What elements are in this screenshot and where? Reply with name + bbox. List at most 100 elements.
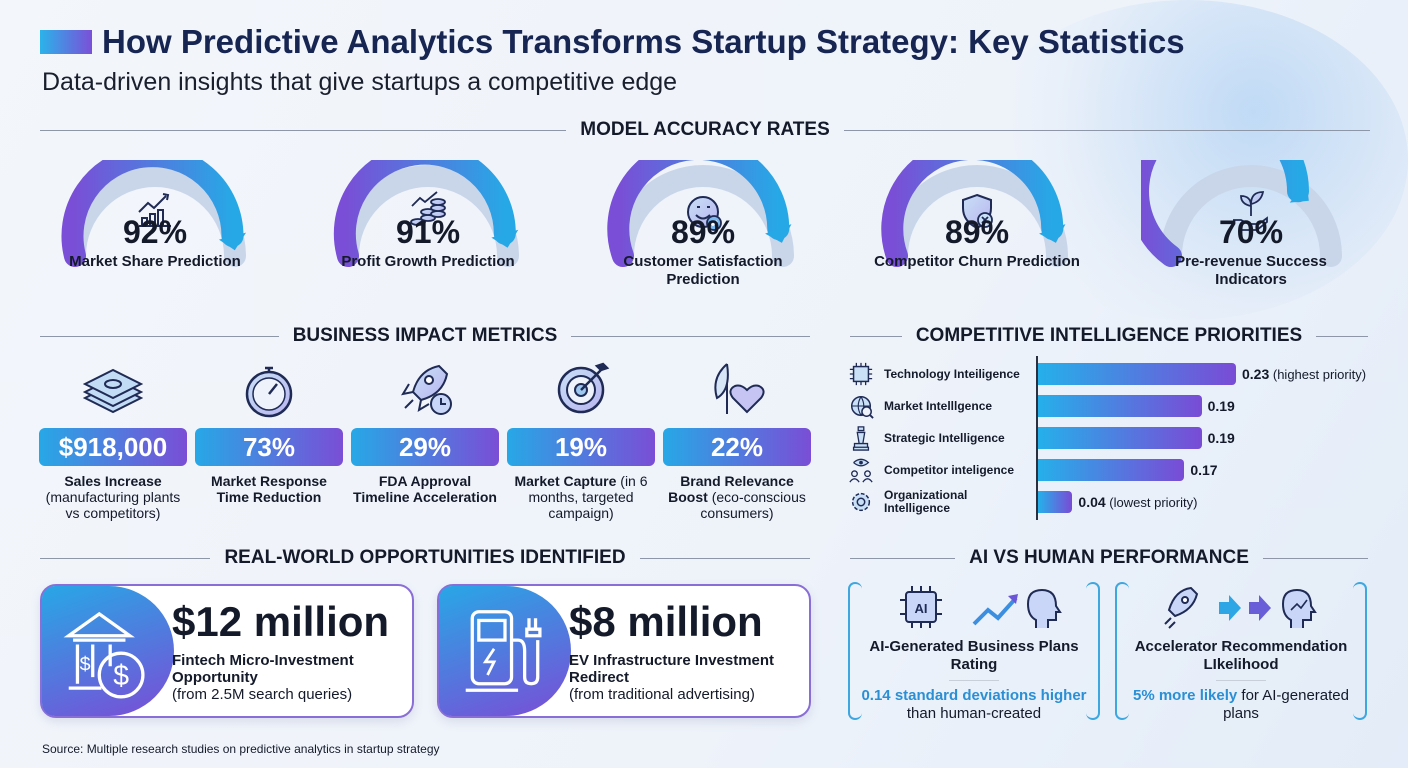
- accuracy-value: 89%: [944, 214, 1010, 250]
- metric-title: Market Response Time Reduction: [211, 473, 327, 505]
- metric-value-badge: $918,000: [39, 428, 187, 466]
- section-heading-ai-vs-human: AI VS HUMAN PERFORMANCE: [850, 547, 1368, 569]
- section-title: AI VS HUMAN PERFORMANCE: [969, 547, 1249, 568]
- metric-title: Sales Increase: [64, 473, 162, 489]
- bracket-left: [1115, 582, 1129, 720]
- bar-category-label: Market Intelllgence: [884, 398, 993, 413]
- accuracy-gauge: 89% Customer Satisfaction Prediction: [593, 160, 813, 289]
- metric-title: Brand Relevance Boost: [668, 473, 794, 505]
- bar-value: 0.17: [1190, 462, 1218, 478]
- bar-value-label: 0.23 (highest priority): [1242, 366, 1366, 382]
- accuracy-value: 70%: [1218, 214, 1284, 250]
- metric-label: Brand Relevance Boost (eco-conscious con…: [663, 473, 811, 521]
- accuracy-label: Customer Satisfaction Prediction: [623, 253, 783, 288]
- impact-metric: 29% FDA Approval Timeline Acceleration: [351, 360, 499, 505]
- svg-text:$: $: [80, 654, 91, 676]
- bar-value-label: 0.19: [1208, 430, 1235, 446]
- metric-note: (eco-conscious consumers): [700, 489, 806, 521]
- opportunity-note: (from traditional advertising): [569, 686, 755, 703]
- bar: [1038, 427, 1202, 449]
- metric-note: (manufacturing plants vs competitors): [45, 489, 181, 521]
- bar-category: Market Intelllgence: [848, 391, 1034, 421]
- page-title: How Predictive Analytics Transforms Star…: [102, 23, 1185, 60]
- section-title: REAL-WORLD OPPORTUNITIES IDENTIFIED: [224, 547, 626, 568]
- divider: [1216, 680, 1266, 681]
- metric-value-badge: 19%: [507, 428, 655, 466]
- svg-text:$: $: [113, 660, 129, 692]
- bar: [1038, 459, 1185, 481]
- bar-value: 0.19: [1207, 430, 1235, 446]
- globe-search-icon: [850, 395, 874, 419]
- stopwatch-icon: [245, 366, 293, 418]
- opportunity-title: Fintech Micro-Investment Opportunity: [172, 652, 354, 686]
- metric-title: Market Capture: [514, 473, 617, 489]
- metric-label: Market Capture (in 6 months, targeted ca…: [507, 473, 655, 521]
- gauge-track: [1160, 165, 1342, 267]
- chart-title: COMPETITIVE INTELLIGENCE PRIORITIES: [915, 325, 1303, 346]
- gauge-arrow-icon: [1039, 224, 1066, 243]
- comparison-stat: 5% more likely for AI-generated plans: [1115, 687, 1367, 723]
- accuracy-label: Market Share Prediction: [69, 253, 241, 270]
- accuracy-label: Competitor Churn Prediction: [874, 253, 1080, 270]
- section-heading-accuracy: MODEL ACCURACY RATES: [40, 119, 1370, 141]
- accuracy-value: 89%: [670, 214, 736, 250]
- bar-category: Technology Inteiligence: [848, 359, 1034, 389]
- accuracy-gauge: 92% Market Share Prediction: [45, 160, 265, 271]
- comparison-title: AI-Generated Business Plans Rating: [869, 638, 1079, 673]
- metric-title: FDA Approval Timeline Acceleration: [353, 473, 497, 505]
- gauge-fill: [607, 160, 790, 267]
- background-glow: [968, 0, 1408, 320]
- accuracy-label: Profit Growth Prediction: [341, 253, 515, 270]
- bar: [1038, 363, 1236, 385]
- svg-text:AI: AI: [915, 601, 928, 616]
- accuracy-label: Pre-revenue Success Indicators: [1175, 253, 1327, 288]
- bar-category-label: Competitor inteligence: [884, 462, 1015, 477]
- impact-metric: 19% Market Capture (in 6 months, targete…: [507, 360, 655, 521]
- bar-annotation: (highest priority): [1272, 367, 1367, 382]
- metric-label: Sales Increase (manufacturing plants vs …: [39, 473, 187, 521]
- bar-value-label: 0.19: [1208, 398, 1235, 414]
- bar-category: Strategic Intelligence: [848, 423, 1034, 453]
- accuracy-value: 91%: [395, 214, 461, 250]
- bracket-right: [1086, 582, 1100, 720]
- gauge-arc: [61, 160, 247, 267]
- accuracy-gauge: 89% Competitor Churn Prediction: [867, 160, 1087, 271]
- bar-category-label: Strategic Intelligence: [884, 430, 1005, 445]
- bar-category: Organizational Intelligence: [848, 487, 1034, 517]
- divider: [949, 680, 999, 681]
- accuracy-value: 92%: [122, 214, 188, 250]
- opportunity-title: EV Infrastructure Investment Redirect: [569, 652, 775, 686]
- comparison-stat: 0.14 standard deviations higher than hum…: [848, 687, 1100, 723]
- rocket-clock-icon: [400, 364, 452, 415]
- ai-comparison-box: AI AI-Generated Business Plans Rating 0.…: [848, 582, 1100, 723]
- gauge-arrow-icon: [218, 232, 247, 251]
- bar-value: 0.19: [1207, 398, 1235, 414]
- ai-chip-trend-brain-icon: AI: [900, 586, 1062, 628]
- bar-value: 0.04: [1078, 494, 1106, 510]
- bracket-left: [848, 582, 862, 720]
- gear-icon: [851, 492, 871, 512]
- comparison-rest: than human-created: [906, 705, 1042, 722]
- bar-category: Competitor inteligence: [848, 455, 1034, 485]
- impact-metric: 22% Brand Relevance Boost (eco-conscious…: [663, 360, 811, 521]
- section-heading-impact: BUSINESS IMPACT METRICS: [40, 325, 810, 347]
- bracket-right: [1353, 582, 1367, 720]
- gauge-fill: [61, 160, 244, 267]
- gauge-arrow-icon: [491, 229, 519, 248]
- money-stack-icon: [83, 368, 143, 414]
- gauge-arc: [1141, 160, 1342, 267]
- bank-dollar-icon: $$: [63, 611, 145, 699]
- metric-note: (in 6 months, targeted campaign): [528, 473, 648, 521]
- chip-icon: [849, 362, 873, 386]
- opportunity-card: $8 million EV Infrastructure Investment …: [437, 584, 811, 718]
- comparison-rest: for AI-generated plans: [1223, 687, 1349, 722]
- section-title: BUSINESS IMPACT METRICS: [292, 325, 558, 346]
- leaf-heart-icon: [714, 363, 765, 414]
- opportunity-card: $ $ $12 million Fintech Micro-Investment …: [40, 584, 414, 718]
- metric-label: FDA Approval Timeline Acceleration: [351, 473, 499, 505]
- opportunity-amount: $8 million: [569, 598, 763, 645]
- gauge-arc: [333, 160, 519, 267]
- opportunity-note: (from 2.5M search queries): [172, 686, 353, 703]
- title-accent-bar: [40, 30, 92, 54]
- gauge-arc: [607, 160, 794, 267]
